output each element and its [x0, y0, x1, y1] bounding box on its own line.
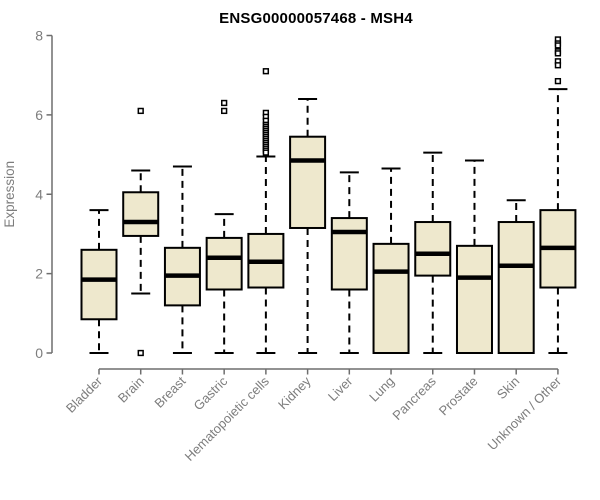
x-tick-label-breast: Breast — [151, 373, 188, 410]
x-tick-label-liver: Liver — [325, 373, 356, 404]
outlier-point — [137, 107, 144, 115]
box-kidney — [289, 135, 327, 229]
x-tick-label-skin: Skin — [494, 374, 522, 402]
outlier-point — [554, 50, 562, 57]
outlier-point — [554, 42, 562, 49]
y-tick-label-4: 4 — [35, 186, 43, 202]
y-axis-title: Expression — [2, 161, 17, 228]
box-liver — [330, 217, 368, 291]
x-tick-label-lung: Lung — [366, 374, 397, 405]
box-prostate — [455, 244, 493, 354]
outlier-point — [221, 99, 228, 107]
x-tick-label-prostate: Prostate — [436, 374, 481, 419]
y-tick-label-2: 2 — [35, 266, 43, 282]
outlier-point — [554, 77, 562, 85]
x-tick-label-gastric: Gastric — [191, 373, 231, 413]
y-tick-label-0: 0 — [35, 345, 43, 361]
chart-title: ENSG00000057468 - MSH4 — [219, 10, 413, 27]
box-brain — [122, 191, 160, 237]
box-gastric — [205, 236, 243, 291]
x-tick-label-unknown-other: Unknown / Other — [484, 373, 564, 453]
x-tick-label-bladder: Bladder — [63, 373, 106, 416]
outlier-point — [137, 349, 144, 357]
outlier-point — [262, 149, 270, 156]
y-tick-label-6: 6 — [35, 107, 43, 123]
outlier-point — [221, 107, 228, 115]
box-bladder — [80, 248, 118, 321]
x-tick-label-pancreas: Pancreas — [389, 373, 439, 423]
box-skin — [497, 221, 535, 354]
x-tick-label-brain: Brain — [115, 374, 147, 406]
x-tick-label-kidney: Kidney — [275, 373, 314, 412]
outlier-point — [262, 68, 270, 75]
y-tick-label-8: 8 — [35, 28, 43, 44]
box-lung — [372, 242, 410, 354]
outlier-point — [554, 62, 562, 69]
box-pancreas — [414, 221, 452, 277]
